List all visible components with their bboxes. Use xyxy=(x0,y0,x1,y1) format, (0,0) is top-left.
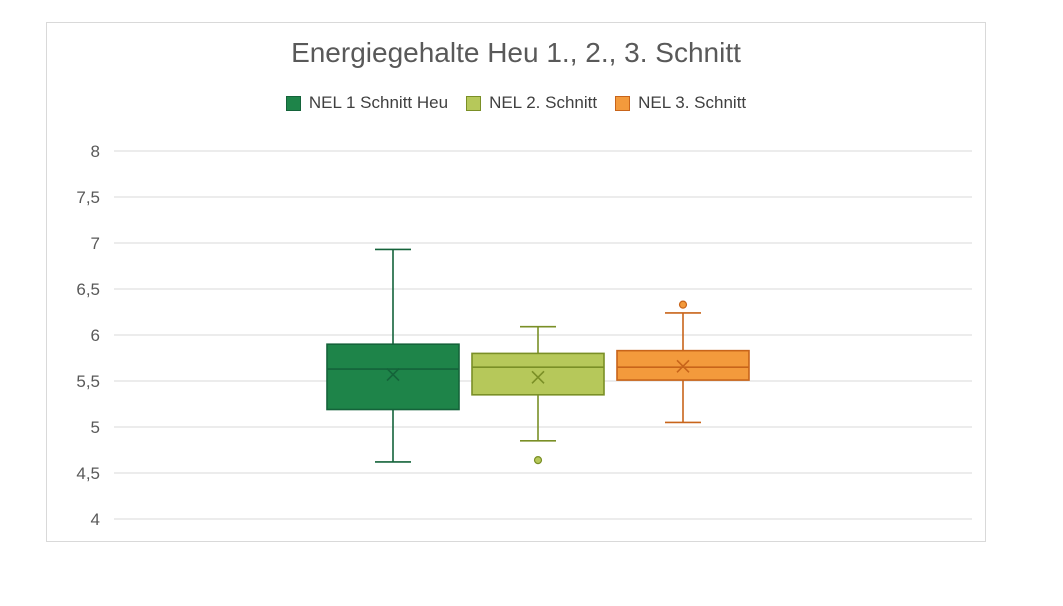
y-tick-label: 8 xyxy=(91,142,100,161)
mean-marker xyxy=(676,359,690,373)
legend-label: NEL 3. Schnitt xyxy=(638,93,747,112)
legend-item: NEL 1 Schnitt Heu xyxy=(285,93,449,113)
mean-marker xyxy=(531,370,545,384)
outlier-point xyxy=(678,300,688,309)
legend: NEL 1 Schnitt Heu NEL 2. Schnitt NEL 3. Sc… xyxy=(47,93,985,113)
outlier-point xyxy=(533,456,543,465)
legend-swatch xyxy=(466,95,482,111)
box-iqr xyxy=(471,352,605,396)
legend-swatch xyxy=(285,95,301,111)
legend-swatch xyxy=(615,95,631,111)
box-iqr xyxy=(326,343,460,411)
chart-frame: Energiegehalte Heu 1., 2., 3. Schnitt NE… xyxy=(46,22,986,542)
legend-item: NEL 3. Schnitt xyxy=(615,93,746,113)
y-tick-label: 7 xyxy=(91,234,100,253)
y-tick-label: 5,5 xyxy=(76,372,100,391)
y-tick-label: 4 xyxy=(91,510,100,529)
y-tick-label: 6 xyxy=(91,326,100,345)
y-tick-label: 5 xyxy=(91,418,100,437)
y-tick-label: 6,5 xyxy=(76,280,100,299)
y-tick-label: 4,5 xyxy=(76,464,100,483)
y-tick-label: 7,5 xyxy=(76,188,100,207)
legend-label: NEL 1 Schnitt Heu xyxy=(308,93,449,112)
mean-marker xyxy=(386,367,400,382)
legend-item: NEL 2. Schnitt xyxy=(466,93,597,113)
plot-area: 4 4,5 5 5,5 6 6,5 7 7,5 8 xyxy=(76,142,972,529)
chart-title: Energiegehalte Heu 1., 2., 3. Schnitt xyxy=(291,37,741,68)
legend-label: NEL 2. Schnitt xyxy=(489,93,598,112)
